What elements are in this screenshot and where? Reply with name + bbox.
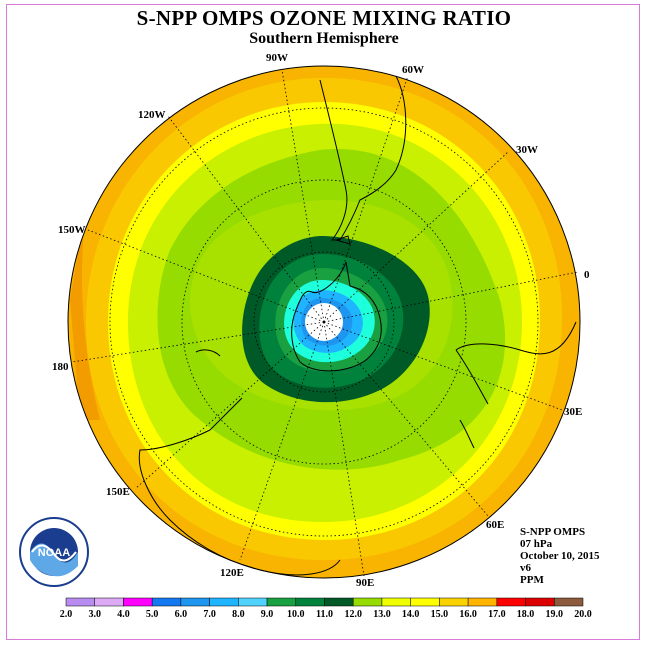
- logo-bird: [31, 544, 77, 562]
- madagascar: [459, 419, 475, 449]
- lon-label-60w: 60W: [402, 64, 424, 76]
- lon-label-60e: 60E: [486, 519, 504, 531]
- tierra-del-fuego: [334, 235, 351, 245]
- south-america-coast: [319, 75, 407, 241]
- figure-subtitle: Southern Hemisphere: [249, 30, 399, 47]
- meridian-120w: [167, 115, 325, 323]
- lon-label-30w: 30W: [516, 144, 538, 156]
- meridian-30w: [323, 151, 509, 323]
- info-block: S-NPP OMPS 07 hPa October 10, 2015 v6 PP…: [520, 526, 600, 586]
- lon-label-180: 180: [52, 361, 69, 373]
- lon-label-30e: 30E: [564, 406, 582, 418]
- figure-title: S-NPP OMPS OZONE MIXING RATIO: [136, 6, 512, 30]
- info-level: 07 hPa: [520, 538, 553, 550]
- lat-circle-30: [109, 107, 539, 537]
- noaa-logo: NOAA: [19, 517, 89, 587]
- logo-wave: [30, 543, 78, 577]
- antarctica-coast: [291, 261, 382, 372]
- lon-label-120e: 120E: [220, 567, 244, 579]
- lon-label-90w: 90W: [266, 52, 288, 64]
- meridian-60w: [323, 75, 409, 323]
- new-zealand: [195, 349, 221, 357]
- meridian-0: [323, 271, 579, 323]
- meridian-150e: [135, 321, 325, 489]
- lon-label-90e: 90E: [356, 577, 374, 589]
- figure-border: [6, 4, 640, 640]
- lat-circle-50: [181, 179, 467, 465]
- contour-band-18: [70, 180, 100, 420]
- meridian-90w: [281, 69, 325, 323]
- lat-circle-70: [253, 251, 395, 393]
- graticule: [71, 69, 579, 577]
- lon-label-120w: 120W: [138, 109, 166, 121]
- meridian-90e: [323, 321, 365, 577]
- lon-label-0: 0: [584, 269, 590, 281]
- ozone-field: [68, 66, 580, 578]
- info-instrument: S-NPP OMPS: [520, 526, 586, 538]
- info-version: v6: [520, 562, 531, 574]
- meridian-180: [71, 321, 325, 363]
- info-units: PPM: [520, 574, 544, 586]
- map-boundary: [67, 65, 581, 579]
- info-date: October 10, 2015: [520, 550, 600, 562]
- lon-label-150w: 150W: [58, 224, 86, 236]
- longitude-labels: 90W 60W 30W 0 30E 60E 90E 120E 150E 180 …: [52, 52, 590, 589]
- lon-label-150e: 150E: [106, 486, 130, 498]
- logo-text: NOAA: [38, 547, 70, 559]
- africa-coast: [455, 321, 577, 405]
